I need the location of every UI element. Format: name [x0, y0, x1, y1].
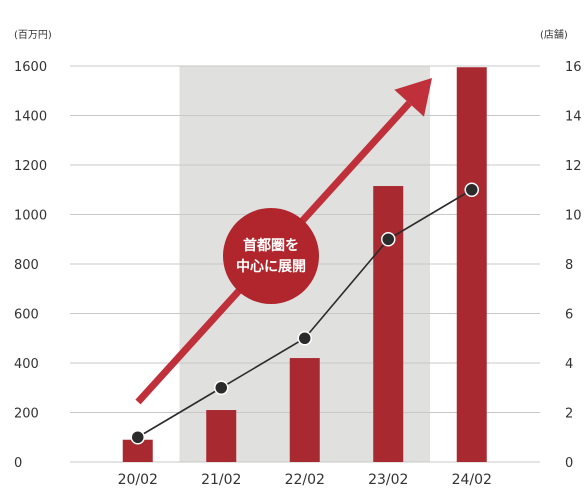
bar	[373, 186, 404, 462]
left-tick-label: 800	[14, 258, 39, 273]
x-tick-label: 20/02	[118, 472, 158, 488]
right-axis-unit-label: (店舗)	[540, 28, 568, 41]
x-tick-label: 21/02	[201, 472, 241, 488]
bar	[122, 439, 153, 462]
store-count-point	[130, 430, 145, 445]
left-axis-unit-label: (百万円)	[14, 29, 52, 41]
store-count-point	[297, 331, 312, 346]
left-tick-label: 200	[14, 407, 39, 422]
annotation-text-line1: 首都圏を	[243, 237, 299, 254]
bar	[456, 67, 487, 463]
right-tick-label: 8	[565, 258, 573, 273]
store-count-point	[464, 182, 479, 197]
right-tick-label: 6	[565, 308, 573, 323]
right-tick-label: 10	[565, 209, 582, 224]
annotation-text-line2: 中心に展開	[236, 258, 306, 275]
right-tick-label: 2	[565, 407, 573, 422]
growth-arrow-head	[394, 78, 432, 117]
annotation-circle	[223, 208, 319, 304]
left-tick-label: 1200	[14, 159, 47, 174]
left-tick-label: 1400	[14, 110, 47, 125]
bar	[289, 358, 320, 462]
x-tick-label: 23/02	[368, 472, 408, 488]
right-tick-label: 14	[565, 110, 582, 125]
left-tick-label: 600	[14, 308, 39, 323]
left-tick-label: 1000	[14, 209, 47, 224]
right-tick-label: 4	[565, 357, 573, 372]
right-tick-label: 16	[565, 60, 582, 75]
left-tick-label: 400	[14, 357, 39, 372]
x-tick-label: 22/02	[285, 472, 325, 488]
bar	[206, 410, 237, 462]
left-tick-label: 0	[14, 456, 22, 471]
store-count-point	[214, 380, 229, 395]
x-tick-label: 24/02	[452, 472, 492, 488]
left-tick-label: 1600	[14, 60, 47, 75]
right-tick-label: 12	[565, 159, 582, 174]
right-tick-label: 0	[565, 456, 573, 471]
store-count-point	[381, 232, 396, 247]
